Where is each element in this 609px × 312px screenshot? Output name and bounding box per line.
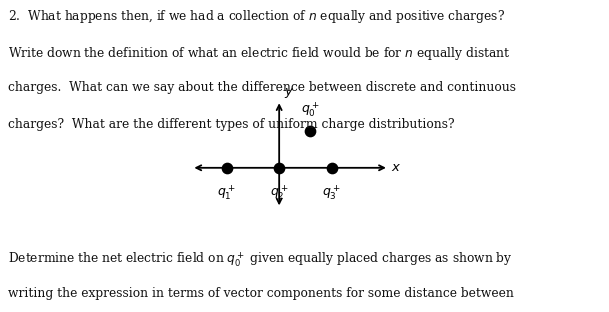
- Text: charges?  What are the different types of uniform charge distributions?: charges? What are the different types of…: [8, 118, 454, 131]
- Text: $q_0^+$: $q_0^+$: [301, 100, 319, 119]
- Text: Write down the definition of what an electric field would be for $n$ equally dis: Write down the definition of what an ele…: [8, 45, 510, 61]
- Point: [274, 165, 284, 170]
- Point: [222, 165, 231, 170]
- Point: [327, 165, 337, 170]
- Text: writing the expression in terms of vector components for some distance between: writing the expression in terms of vecto…: [8, 287, 514, 300]
- Point: [305, 128, 315, 133]
- Text: $q_3^+$: $q_3^+$: [323, 183, 341, 202]
- Text: Determine the net electric field on $q_0^+$ given equally placed charges as show: Determine the net electric field on $q_0…: [8, 250, 513, 269]
- Text: $y$: $y$: [284, 86, 295, 100]
- Text: 2.  What happens then, if we had a collection of $n$ equally and positive charge: 2. What happens then, if we had a collec…: [8, 8, 505, 25]
- Text: charges.  What can we say about the difference between discrete and continuous: charges. What can we say about the diffe…: [8, 81, 516, 95]
- Text: $q_1^+$: $q_1^+$: [217, 183, 236, 202]
- Text: $x$: $x$: [391, 161, 401, 174]
- Text: $q_2^+$: $q_2^+$: [270, 183, 289, 202]
